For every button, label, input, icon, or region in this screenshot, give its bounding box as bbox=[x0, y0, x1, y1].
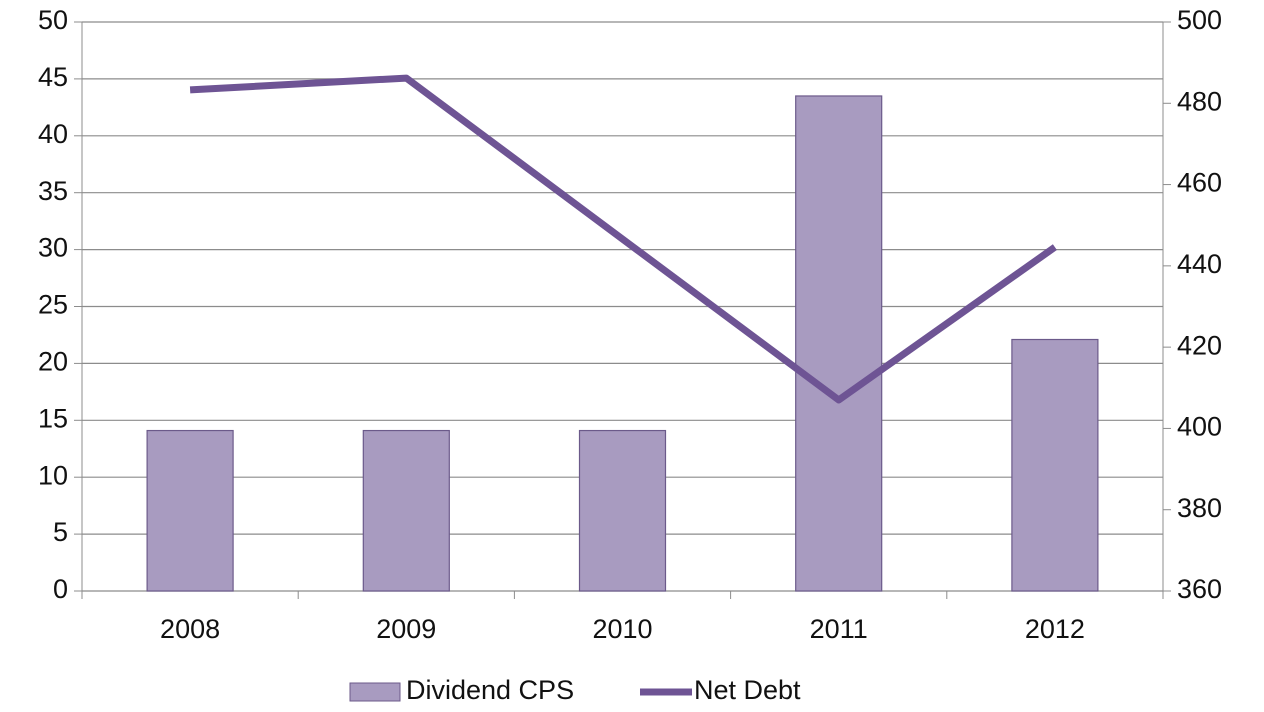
bar bbox=[146, 429, 234, 592]
y-tick-label: 15 bbox=[38, 403, 68, 433]
legend-label: Net Debt bbox=[694, 675, 801, 705]
x-tick-label: 2008 bbox=[160, 614, 220, 644]
y2-tick-label: 400 bbox=[1177, 412, 1222, 442]
legend-label: Dividend CPS bbox=[406, 675, 574, 705]
y-tick-label: 20 bbox=[38, 347, 68, 377]
y-tick-label: 40 bbox=[38, 119, 68, 149]
y-tick-label: 25 bbox=[38, 290, 68, 320]
bar bbox=[795, 95, 883, 592]
y2-tick-label: 460 bbox=[1177, 168, 1222, 198]
y2-tick-label: 420 bbox=[1177, 330, 1222, 360]
y-tick-label: 50 bbox=[38, 5, 68, 35]
line bbox=[189, 74, 1057, 404]
y2-tick-label: 440 bbox=[1177, 249, 1222, 279]
x-tick-label: 2010 bbox=[592, 614, 652, 644]
bar bbox=[362, 429, 450, 592]
y2-tick-label: 360 bbox=[1177, 574, 1222, 604]
x-tick-label: 2012 bbox=[1025, 614, 1085, 644]
y-tick-label: 45 bbox=[38, 62, 68, 92]
y-tick-label: 5 bbox=[53, 517, 68, 547]
bar bbox=[1011, 338, 1099, 592]
y-tick-label: 30 bbox=[38, 233, 68, 263]
y2-tick-label: 380 bbox=[1177, 493, 1222, 523]
x-tick-label: 2011 bbox=[810, 614, 868, 644]
y-tick-label: 0 bbox=[53, 574, 68, 604]
legend-swatch bbox=[349, 682, 401, 702]
y2-tick-label: 500 bbox=[1177, 5, 1222, 35]
y-tick-label: 35 bbox=[38, 176, 68, 206]
y-tick-label: 10 bbox=[38, 460, 68, 490]
x-tick-label: 2009 bbox=[376, 614, 436, 644]
bar bbox=[578, 429, 667, 592]
y2-tick-label: 480 bbox=[1177, 86, 1222, 116]
